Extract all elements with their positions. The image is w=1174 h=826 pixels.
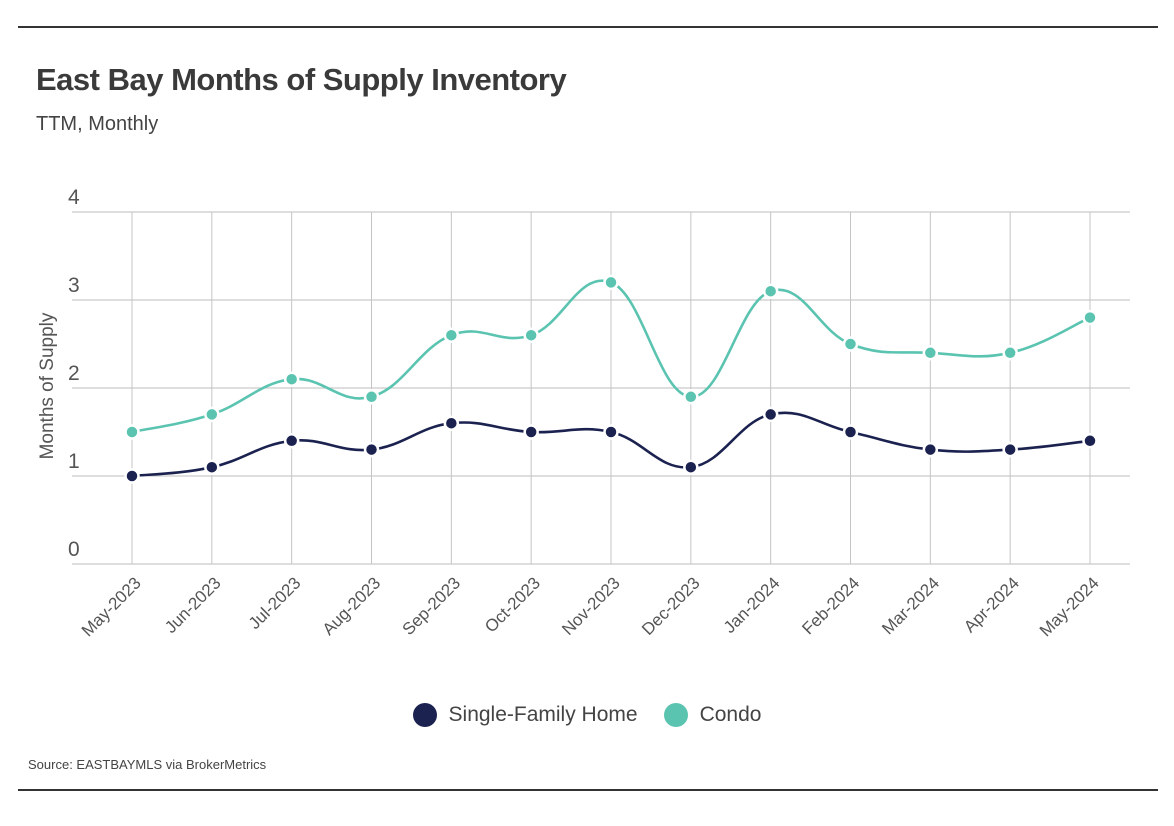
point-condo[interactable] (363, 389, 380, 405)
point-single-family-home[interactable] (762, 406, 779, 423)
point-single-family-home[interactable] (1082, 433, 1098, 449)
point-single-family-home[interactable] (603, 424, 619, 440)
legend-label-condo: Condo (699, 703, 762, 726)
point-condo[interactable] (842, 336, 859, 352)
y-tick-label: 4 (68, 186, 80, 209)
point-condo[interactable] (603, 274, 619, 291)
x-tick-label: Nov-2023 (558, 573, 624, 639)
point-single-family-home[interactable] (443, 415, 460, 431)
point-single-family-home[interactable] (523, 424, 539, 440)
point-single-family-home[interactable] (842, 424, 859, 440)
y-axis-label: Months of Supply (37, 312, 58, 459)
x-tick-label: Feb-2024 (798, 573, 863, 638)
y-tick-label: 0 (68, 538, 80, 561)
y-axis-ticks: 0 1 2 3 4 (68, 186, 80, 561)
x-tick-label: Jul-2023 (245, 573, 305, 633)
gridlines (72, 211, 1130, 565)
top-rule (18, 26, 1158, 28)
point-condo[interactable] (922, 345, 939, 361)
point-single-family-home[interactable] (363, 441, 380, 458)
line-chart: 0 1 2 3 4 May-2023 Jun-2023 Jul-2023 Aug-2023 Se… (37, 186, 1130, 640)
x-tick-label: Oct-2023 (481, 573, 544, 636)
y-tick-label: 1 (68, 450, 80, 473)
point-single-family-home[interactable] (283, 433, 300, 449)
x-tick-label: Aug-2023 (319, 573, 385, 639)
point-single-family-home[interactable] (922, 441, 939, 458)
x-tick-label: Sep-2023 (399, 573, 465, 639)
point-single-family-home[interactable] (124, 468, 140, 484)
legend-item-condo[interactable]: Condo (663, 703, 762, 727)
y-tick-label: 2 (68, 362, 80, 385)
bottom-rule (18, 789, 1158, 791)
x-tick-label: Jan-2024 (720, 573, 784, 637)
point-condo[interactable] (124, 424, 140, 440)
point-condo[interactable] (1002, 345, 1018, 361)
point-condo[interactable] (443, 327, 460, 343)
legend-swatch-single-family (412, 703, 437, 727)
y-tick-label: 3 (68, 274, 80, 297)
chart-title: East Bay Months of Supply Inventory (36, 62, 567, 97)
x-tick-label: May-2023 (78, 573, 145, 640)
source-note: Source: EASTBAYMLS via BrokerMetrics (28, 757, 267, 772)
legend-item-single-family[interactable]: Single-Family Home (412, 703, 638, 727)
x-tick-label: Apr-2024 (960, 573, 1023, 636)
point-single-family-home[interactable] (204, 459, 220, 475)
point-condo[interactable] (762, 283, 779, 299)
legend-swatch-condo (663, 703, 688, 727)
point-condo[interactable] (683, 389, 699, 405)
point-condo[interactable] (283, 371, 300, 387)
legend: Single-Family Home Condo (0, 703, 1174, 727)
series-points (124, 274, 1098, 484)
x-tick-label: Jun-2023 (161, 573, 225, 637)
point-single-family-home[interactable] (1002, 441, 1018, 458)
x-tick-label: May-2024 (1036, 573, 1103, 640)
point-single-family-home[interactable] (683, 459, 699, 475)
point-condo[interactable] (1082, 309, 1098, 326)
point-condo[interactable] (204, 406, 220, 423)
chart-subtitle: TTM, Monthly (36, 113, 159, 135)
x-tick-label: Mar-2024 (878, 573, 943, 638)
point-condo[interactable] (523, 327, 539, 343)
x-axis-ticks: May-2023 Jun-2023 Jul-2023 Aug-2023 Sep-2023… (78, 573, 1103, 640)
legend-label-single-family: Single-Family Home (448, 703, 638, 726)
x-tick-label: Dec-2023 (638, 573, 704, 639)
